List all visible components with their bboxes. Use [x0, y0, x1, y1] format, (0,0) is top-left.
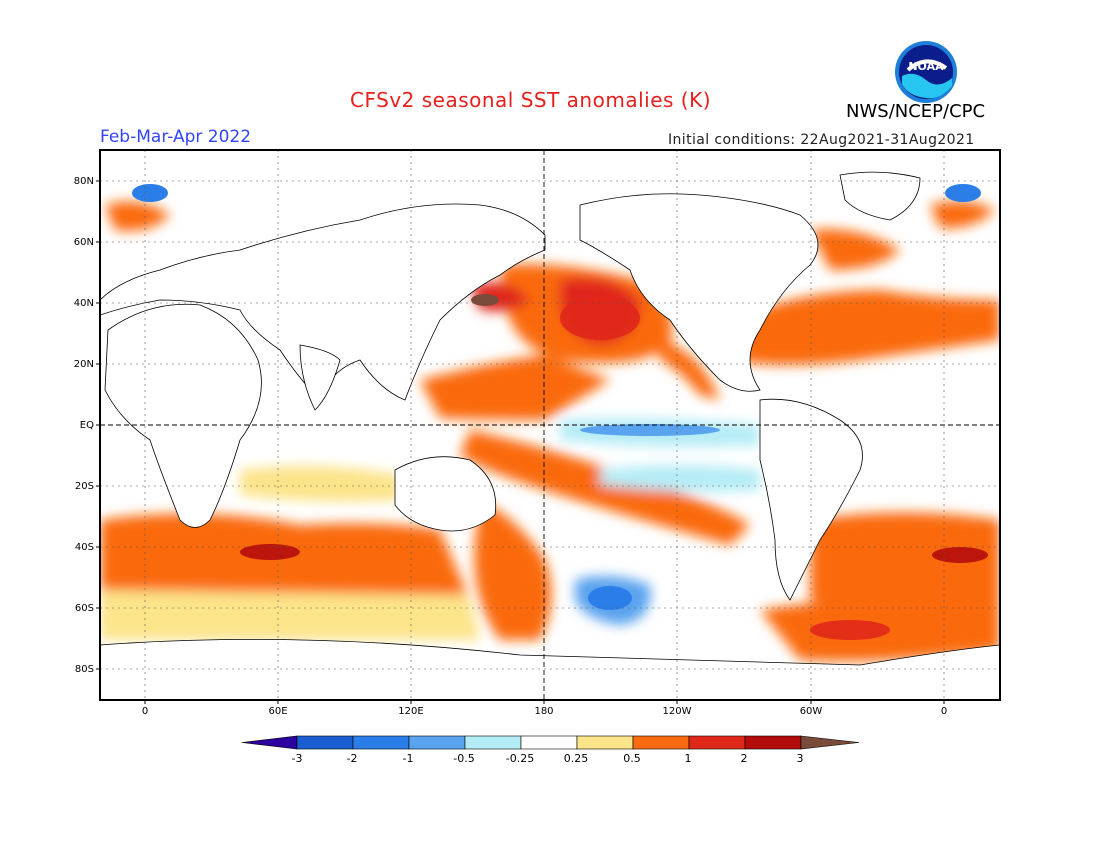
colorbar-segment — [241, 735, 298, 750]
north-pacific-warm-core — [560, 296, 640, 340]
colorbar-labels: -3 -2 -1 -0.5 -0.25 0.25 0.5 1 2 3 — [292, 752, 804, 765]
colorbar-label: 3 — [797, 752, 804, 765]
lon-label: 120W — [663, 706, 692, 717]
lon-ticks — [144, 700, 945, 704]
lon-label: 0 — [941, 706, 947, 717]
colorbar-segment — [464, 735, 522, 750]
colorbar-segment — [744, 735, 802, 750]
lat-ticks — [96, 180, 100, 670]
initial-conditions: Initial conditions: 22Aug2021-31Aug2021 — [668, 132, 975, 148]
lon-label: 60W — [800, 706, 823, 717]
colorbar-segment — [632, 735, 690, 750]
indian-southern-warm — [240, 544, 300, 560]
colorbar-segment — [800, 735, 860, 750]
lat-label: 40S — [75, 542, 94, 553]
equatorial-cool-core — [580, 424, 720, 436]
lon-label: 0 — [142, 706, 148, 717]
arctic-cool-west — [132, 184, 168, 202]
kuroshio-extreme-warm — [471, 294, 499, 306]
map-title: CFSv2 seasonal SST anomalies (K) — [350, 88, 711, 112]
lat-label: 80S — [75, 664, 94, 675]
lon-label: 180 — [534, 706, 553, 717]
longitude-axis: 0 60E 120E 180 120W 60W 0 — [142, 706, 947, 717]
colorbar-segment — [576, 735, 634, 750]
agency-label: NWS/NCEP/CPC — [846, 101, 986, 122]
lat-label: 20S — [75, 481, 94, 492]
lat-label: 40N — [74, 298, 94, 309]
forecast-period: Feb-Mar-Apr 2022 — [100, 127, 252, 147]
lon-label: 120E — [398, 706, 423, 717]
colorbar-segment — [296, 735, 354, 750]
colorbar-label: -1 — [403, 752, 414, 765]
colorbar-label: 2 — [741, 752, 748, 765]
south-pacific-cool-core — [588, 586, 632, 610]
lat-label: 80N — [74, 176, 94, 187]
colorbar — [241, 735, 860, 750]
lat-label: EQ — [80, 420, 94, 431]
atlantic-southern-warm — [932, 547, 988, 563]
lat-label: 60S — [75, 603, 94, 614]
lat-label: 60N — [74, 237, 94, 248]
colorbar-label: -3 — [292, 752, 303, 765]
colorbar-segment — [520, 735, 578, 750]
colorbar-segment — [688, 735, 746, 750]
noaa-logo-text: NOAA — [908, 60, 944, 73]
colorbar-label: -2 — [347, 752, 358, 765]
colorbar-label: -0.25 — [506, 752, 534, 765]
lon-label: 60E — [268, 706, 287, 717]
graticule — [100, 150, 1000, 700]
arctic-cool-east — [945, 184, 981, 202]
colorbar-segment — [352, 735, 410, 750]
noaa-logo-icon: NOAA — [895, 41, 957, 103]
colorbar-label: 1 — [685, 752, 692, 765]
weddell-warm — [810, 620, 890, 640]
anomaly-field — [100, 150, 1000, 700]
colorbar-label: -0.5 — [453, 752, 474, 765]
colorbar-label: 0.25 — [564, 752, 589, 765]
latitude-axis: 80N 60N 40N 20N EQ 20S 40S 60S 80S — [74, 176, 94, 675]
colorbar-label: 0.5 — [623, 752, 641, 765]
lat-label: 20N — [74, 359, 94, 370]
colorbar-segment — [408, 735, 466, 750]
